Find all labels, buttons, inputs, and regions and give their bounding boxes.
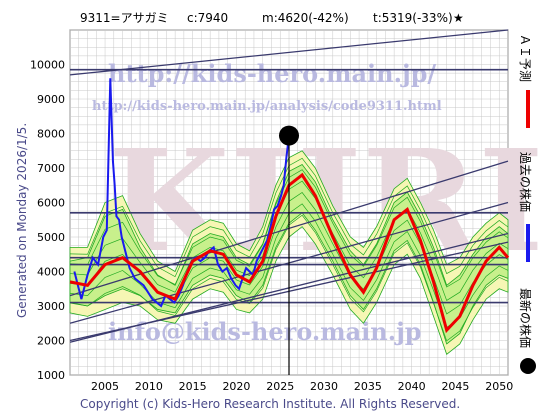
current-marker-layer (279, 125, 299, 375)
series-ai-forecast (69, 172, 510, 334)
legend-latest-price-label: 最新の株価 (518, 288, 533, 348)
legend-past-price-label: 過去の株価 (518, 152, 533, 212)
y-tick-label: 8000 (37, 128, 65, 141)
x-tick-label: 2035 (354, 380, 382, 393)
generated-label: Generated on Monday 2026/1/5. (15, 123, 29, 318)
x-tick-label: 2040 (398, 380, 426, 393)
footer-copyright: Copyright (c) Kids-Hero Research Institu… (80, 397, 460, 411)
watermark-url-main: http://kids-hero.main.jp/ (108, 59, 436, 88)
y-tick-label: 5000 (37, 231, 65, 244)
header-star: ★ (453, 11, 464, 25)
forecast-band-line (69, 169, 509, 288)
watermark-url-page: http://kids-hero.main.jp/analysis/code93… (92, 99, 442, 114)
x-tick-label: 2025 (266, 380, 294, 393)
grid (69, 29, 509, 376)
y-tick-label: 3000 (37, 300, 65, 313)
header-mid-value: m:4620(-42%) (262, 11, 349, 25)
x-tick-label: 2010 (135, 380, 163, 393)
y-tick-label: 4000 (37, 266, 65, 279)
legend-ai-forecast-label: ＡＩ予測 (518, 34, 532, 82)
y-tick-label: 6000 (37, 197, 65, 210)
y-tick-label: 7000 (37, 162, 65, 175)
series-lines (69, 78, 510, 334)
legend-latest-price-swatch (520, 358, 536, 374)
y-tick-label: 2000 (37, 335, 65, 348)
header-current-price: c:7940 (187, 11, 228, 25)
x-tick-label: 2050 (485, 380, 513, 393)
header-code-name: 9311=アサガミ (80, 11, 169, 25)
header-target-value: t:5319(-33%) (373, 11, 453, 25)
x-axis-ticks: 2005 2010 2015 2020 2025 2030 2035 2040 2045 2050 (91, 380, 513, 393)
forecast-band-line (69, 157, 509, 278)
x-tick-label: 2045 (441, 380, 469, 393)
y-tick-label: 10000 (30, 59, 65, 72)
forecast-band-inner (69, 164, 509, 345)
x-tick-label: 2005 (91, 380, 119, 393)
current-price-marker (279, 125, 299, 146)
legend: ＡＩ予測 過去の株価 最新の株価 (518, 34, 536, 374)
x-tick-label: 2015 (179, 380, 207, 393)
y-tick-label: 1000 (37, 369, 65, 382)
trend-line (69, 29, 509, 76)
forecast-band-line (69, 180, 509, 302)
x-tick-label: 2020 (222, 380, 250, 393)
y-axis-ticks: 1000 2000 3000 4000 5000 6000 7000 8000 9000 1000… (30, 59, 65, 383)
x-tick-label: 2030 (310, 380, 338, 393)
y-tick-label: 9000 (37, 93, 65, 106)
forecast-bands (69, 150, 509, 355)
forecast-band-line (69, 214, 509, 342)
watermark-email: info@kids-hero.main.jp (108, 317, 422, 346)
